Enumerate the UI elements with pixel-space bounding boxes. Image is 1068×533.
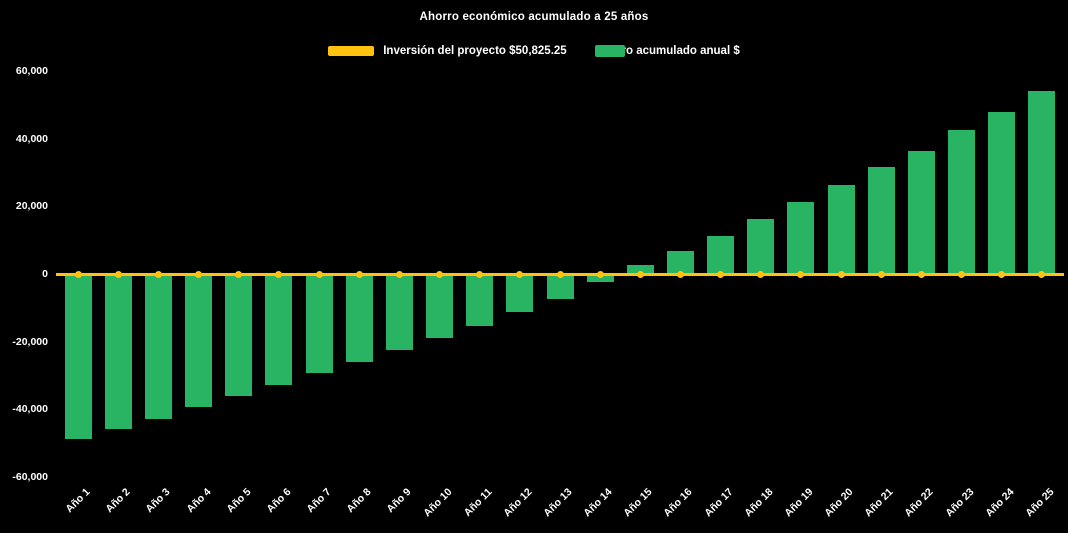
line-marker-icon [837, 270, 845, 278]
bar [787, 201, 815, 274]
bar [64, 274, 92, 440]
y-tick-label: -40,000 [12, 403, 48, 416]
line-marker-icon [235, 270, 243, 278]
bar [867, 167, 895, 274]
line-marker-icon [154, 270, 162, 278]
bar [546, 274, 574, 300]
x-tick-label: Año 10 [420, 486, 455, 520]
bar [466, 274, 494, 327]
y-tick-label: 0 [42, 268, 48, 280]
x-tick-label: Año 19 [782, 486, 816, 520]
bar [426, 274, 454, 338]
plot-area [56, 71, 1064, 477]
x-tick-label: Año 2 [103, 486, 133, 516]
y-tick-label: 40,000 [15, 132, 48, 145]
x-tick-label: Año 21 [862, 486, 896, 520]
x-tick-label: Año 13 [541, 486, 575, 520]
legend-item-savings[interactable]: Ahorro acumulado anual $ [594, 45, 740, 57]
line-marker-icon [757, 270, 765, 278]
bar [305, 274, 333, 374]
line-marker-icon [195, 270, 203, 278]
x-tick-label: Año 8 [344, 486, 374, 516]
bar [747, 218, 775, 274]
bar [385, 274, 413, 351]
bar [988, 111, 1016, 274]
line-marker-icon [676, 270, 684, 278]
y-axis: 60,000 40,000 20,000 0 -20,000 -40,000 -60,000 [0, 65, 48, 483]
bar [506, 274, 534, 313]
line-marker-icon [958, 270, 966, 278]
x-tick-label: Año 3 [143, 486, 173, 516]
bar [104, 274, 132, 429]
line-marker-icon [998, 270, 1006, 278]
line-marker-icon [114, 270, 122, 278]
legend: Inversión del proyecto $50,825.25 Ahorro… [0, 45, 1068, 57]
bar [948, 129, 976, 274]
bar [1028, 90, 1056, 274]
legend-swatch-savings-icon [594, 45, 625, 57]
line-marker-icon [556, 270, 564, 278]
y-tick-label: -60,000 [12, 471, 48, 483]
line-marker-icon [877, 270, 885, 278]
x-tick-label: Año 14 [581, 486, 615, 520]
bar [265, 274, 293, 385]
y-tick-label: -20,000 [12, 335, 48, 348]
line-marker-icon [436, 270, 444, 278]
legend-label-savings: Ahorro acumulado anual $ [594, 45, 740, 57]
bar [345, 274, 373, 362]
line-marker-icon [797, 270, 805, 278]
bar [626, 264, 654, 274]
x-tick-label: Año 12 [501, 486, 535, 520]
bar [707, 236, 735, 274]
x-tick-label: Año 1 [63, 486, 93, 516]
x-tick-label: Año 22 [902, 486, 936, 520]
bar [144, 274, 172, 419]
bar [827, 185, 855, 274]
line-marker-icon [74, 270, 82, 278]
x-tick-label: Año 16 [661, 486, 695, 520]
line-marker-icon [516, 270, 524, 278]
x-tick-label: Año 23 [942, 486, 977, 520]
line-marker-icon [717, 270, 725, 278]
legend-label-investment: Inversión del proyecto $50,825.25 [383, 45, 567, 57]
line-marker-icon [636, 270, 644, 278]
x-tick-label: Año 18 [742, 486, 776, 520]
x-axis: Año 1 Año 2 Año 3 Año 4 Año 5 Año 6 Año 7 Año 8… [58, 481, 1062, 533]
bar [666, 250, 694, 274]
line-marker-icon [1038, 270, 1046, 278]
x-tick-label: Año 15 [621, 486, 655, 520]
x-tick-label: Año 24 [982, 486, 1017, 520]
bar [185, 274, 213, 408]
x-tick-label: Año 6 [264, 486, 294, 516]
x-tick-label: Año 4 [183, 486, 214, 516]
line-marker-icon [275, 270, 283, 278]
x-tick-label: Año 9 [384, 486, 414, 516]
chart-title: Ahorro económico acumulado a 25 años [419, 11, 649, 23]
legend-swatch-investment-icon [328, 46, 375, 56]
legend-item-investment[interactable]: Inversión del proyecto $50,825.25 [328, 45, 567, 57]
y-tick-label: 60,000 [15, 65, 48, 77]
line-marker-icon [355, 270, 363, 278]
x-tick-label: Año 25 [1023, 486, 1057, 520]
line-marker-icon [476, 270, 484, 278]
x-tick-label: Año 7 [304, 486, 334, 516]
x-tick-label: Año 5 [224, 486, 254, 516]
y-tick-label: 20,000 [15, 200, 48, 213]
x-tick-label: Año 11 [461, 486, 495, 519]
line-marker-icon [395, 270, 403, 278]
x-tick-label: Año 20 [822, 486, 856, 520]
bar [586, 274, 614, 283]
x-tick-label: Año 17 [701, 486, 736, 520]
line-marker-icon [917, 270, 925, 278]
line-marker-icon [315, 270, 323, 278]
bar [225, 274, 253, 397]
bar [907, 150, 935, 274]
line-marker-icon [596, 270, 604, 278]
